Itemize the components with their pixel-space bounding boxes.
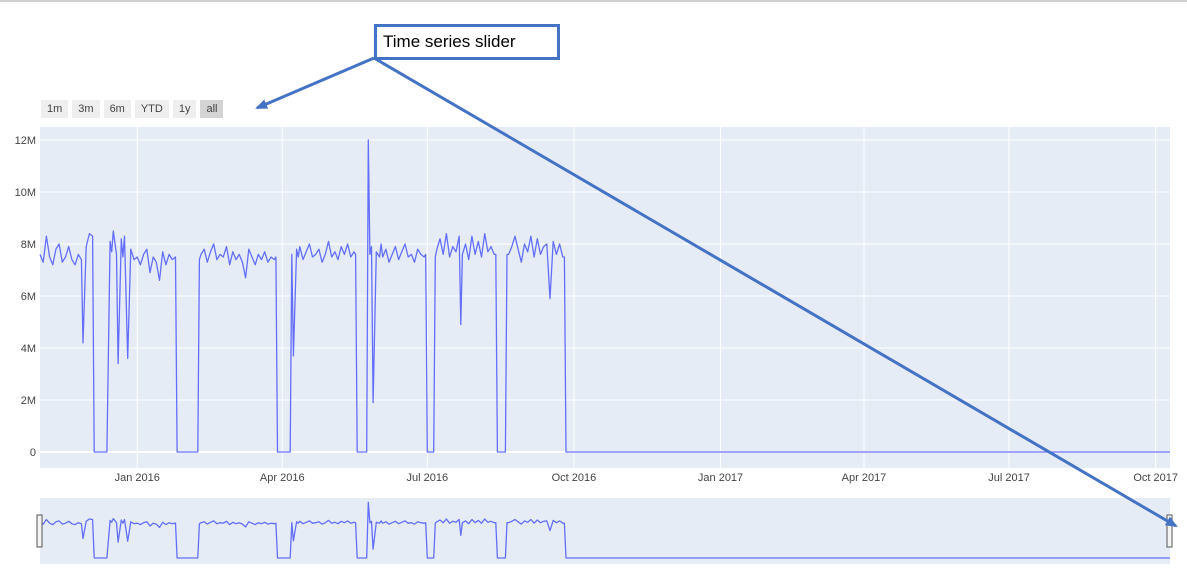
x-tick-label: Apr 2016 <box>260 472 305 484</box>
range-button-1y[interactable]: 1y <box>172 100 197 118</box>
range-button-ytd[interactable]: YTD <box>134 100 169 118</box>
y-tick-label: 10M <box>15 187 36 199</box>
y-tick-label: 8M <box>21 239 36 251</box>
x-tick-label: Jul 2017 <box>988 472 1030 484</box>
y-tick-label: 0 <box>30 447 36 459</box>
top-divider <box>0 0 1187 2</box>
callout-arrow-to-buttons <box>255 56 375 110</box>
annotation-callout: Time series slider <box>374 24 560 60</box>
x-tick-label: Jan 2017 <box>698 472 743 484</box>
y-tick-label: 2M <box>21 395 36 407</box>
series-line <box>39 139 1170 453</box>
callout-arrow-to-slider <box>373 56 1178 528</box>
y-tick-label: 12M <box>15 135 36 147</box>
x-tick-label: Apr 2017 <box>842 472 887 484</box>
x-gridlines <box>136 127 1157 468</box>
range-button-all[interactable]: all <box>200 100 224 118</box>
x-tick-label: Oct 2016 <box>552 472 597 484</box>
x-tick-label: Jan 2016 <box>115 472 160 484</box>
x-tick-label: Jul 2016 <box>406 472 448 484</box>
range-slider-track[interactable] <box>40 498 1170 564</box>
y-axis-ticks: 0 2M 4M 6M 8M 10M 12M <box>15 135 36 459</box>
range-slider-right-handle[interactable] <box>1166 514 1173 548</box>
range-button-1m[interactable]: 1m <box>41 100 69 118</box>
range-button-6m[interactable]: 6m <box>103 100 131 118</box>
range-button-3m[interactable]: 3m <box>72 100 100 118</box>
plot-area <box>40 127 1170 468</box>
x-tick-label: Oct 2017 <box>1133 472 1178 484</box>
annotation-text: Time series slider <box>383 32 516 51</box>
y-tick-label: 4M <box>21 343 36 355</box>
range-selector: 1m 3m 6m YTD 1y all <box>41 100 224 118</box>
y-tick-label: 6M <box>21 291 36 303</box>
range-slider-left-handle[interactable] <box>36 514 43 548</box>
x-axis-ticks: Jan 2016 Apr 2016 Jul 2016 Oct 2016 Jan 2017… <box>115 472 1178 484</box>
range-slider-preview-line <box>39 501 1170 559</box>
